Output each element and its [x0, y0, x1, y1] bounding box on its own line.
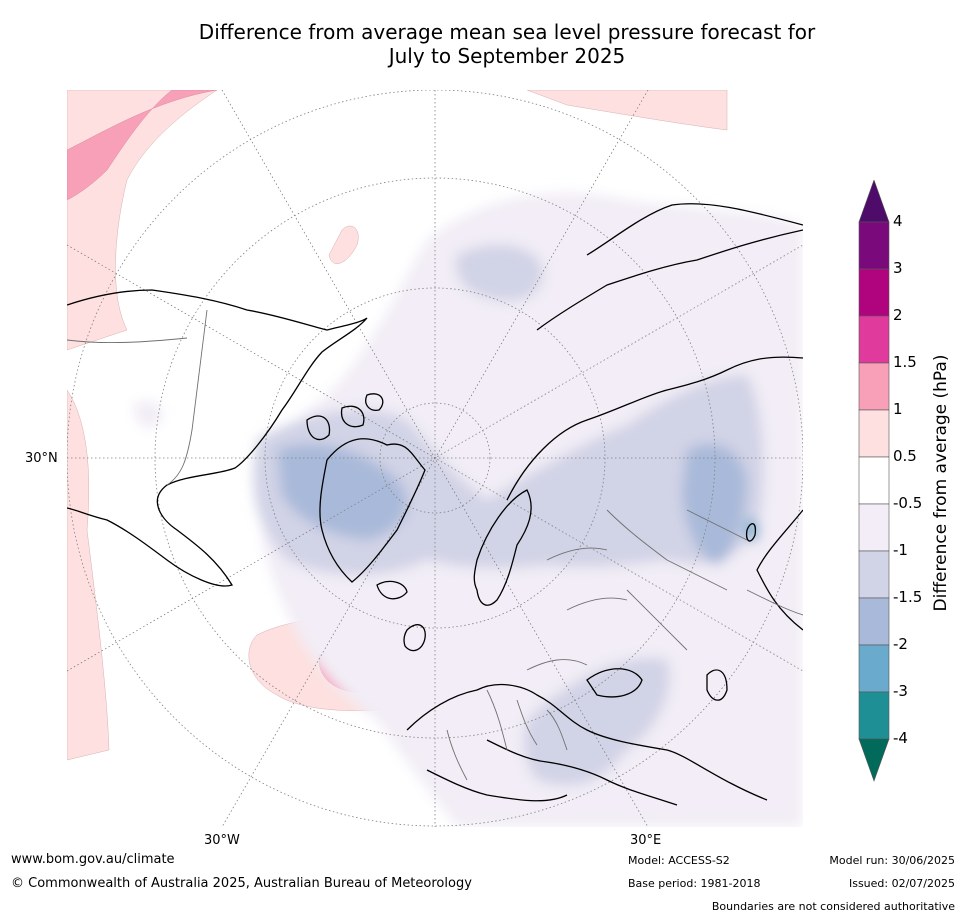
footer-model: Model: ACCESS-S2 [628, 854, 730, 867]
title-line-1: Difference from average mean sea level p… [198, 20, 816, 44]
negative-anomaly-fields [132, 192, 803, 827]
colorbar-tick-label: -2 [893, 635, 908, 653]
greenland-coast [319, 438, 426, 583]
lon-label-30e: 30°E [630, 833, 662, 848]
colorbar-tick-label: -1.5 [893, 588, 923, 606]
colorbar-segment [858, 362, 890, 411]
colorbar-tick-label: 2 [893, 306, 903, 324]
colorbar-tick-label: 1 [893, 400, 903, 418]
coastlines [67, 203, 803, 806]
colorbar-tick-label: -1 [893, 541, 908, 559]
colorbar-tick-label: -3 [893, 682, 908, 700]
british-isles-coast [403, 624, 426, 652]
colorbar-title: Difference from average (hPa) [931, 354, 951, 612]
colorbar-segment [858, 268, 890, 317]
baikal-coast [745, 523, 757, 542]
colorbar-segment [858, 691, 890, 740]
colorbar-tick-label: 3 [893, 259, 903, 277]
latitude-circle [264, 287, 606, 629]
positive-anomaly-region [328, 225, 359, 264]
colorbar-segment [858, 503, 890, 552]
colorbar-tick-label: 4 [893, 212, 903, 230]
europe-coast [406, 683, 768, 802]
colorbar-segment [858, 597, 890, 646]
graticule [67, 90, 803, 827]
positive-anomaly-region [67, 389, 110, 761]
longitude-line [221, 90, 649, 827]
lat-label-30n: 30°N [25, 451, 58, 466]
eurasia-coast [506, 356, 803, 631]
colorbar-segment [858, 550, 890, 599]
scandinavia-coast [473, 489, 532, 606]
footer-base-period: Base period: 1981-2018 [628, 877, 761, 890]
colorbar-extend-top [858, 180, 890, 223]
footer-issued: Issued: 02/07/2025 [848, 877, 955, 890]
footer-disclaimer: Boundaries are not considered authoritat… [711, 900, 955, 913]
positive-anomaly-region [67, 90, 218, 201]
longitude-line [221, 90, 649, 827]
longitude-line [67, 244, 803, 672]
colorbar-tick-label: -4 [893, 729, 908, 747]
arctic-islands-coast [306, 393, 384, 441]
polar-map [67, 90, 803, 827]
colorbar-tick-label: 1.5 [893, 353, 917, 371]
black-caspian-coast [586, 668, 728, 701]
north-america-coast [67, 289, 368, 587]
colorbar-segment [858, 315, 890, 364]
colorbar-segment [858, 221, 890, 270]
colorbar [858, 180, 890, 782]
footer-copyright: © Commonwealth of Australia 2025, Austra… [11, 876, 472, 891]
positive-anomaly-region [526, 90, 728, 131]
colorbar-segment [858, 644, 890, 693]
lon-label-30w: 30°W [204, 833, 240, 848]
chart-title: Difference from average mean sea level p… [0, 20, 965, 68]
iceland-coast [376, 580, 408, 600]
country-borders [67, 309, 803, 781]
siberia-coast [536, 203, 803, 331]
footer-model-run: Model run: 30/06/2025 [829, 854, 955, 867]
mediterranean-coast [486, 739, 678, 806]
colorbar-extend-bottom [858, 738, 890, 782]
colorbar-tick-label: 0.5 [893, 447, 917, 465]
colorbar-tick-label: -0.5 [893, 494, 923, 512]
colorbar-segment [858, 456, 890, 505]
title-line-2: July to September 2025 [388, 44, 626, 68]
footer-url[interactable]: www.bom.gov.au/climate [11, 852, 175, 867]
colorbar-segment [858, 409, 890, 458]
